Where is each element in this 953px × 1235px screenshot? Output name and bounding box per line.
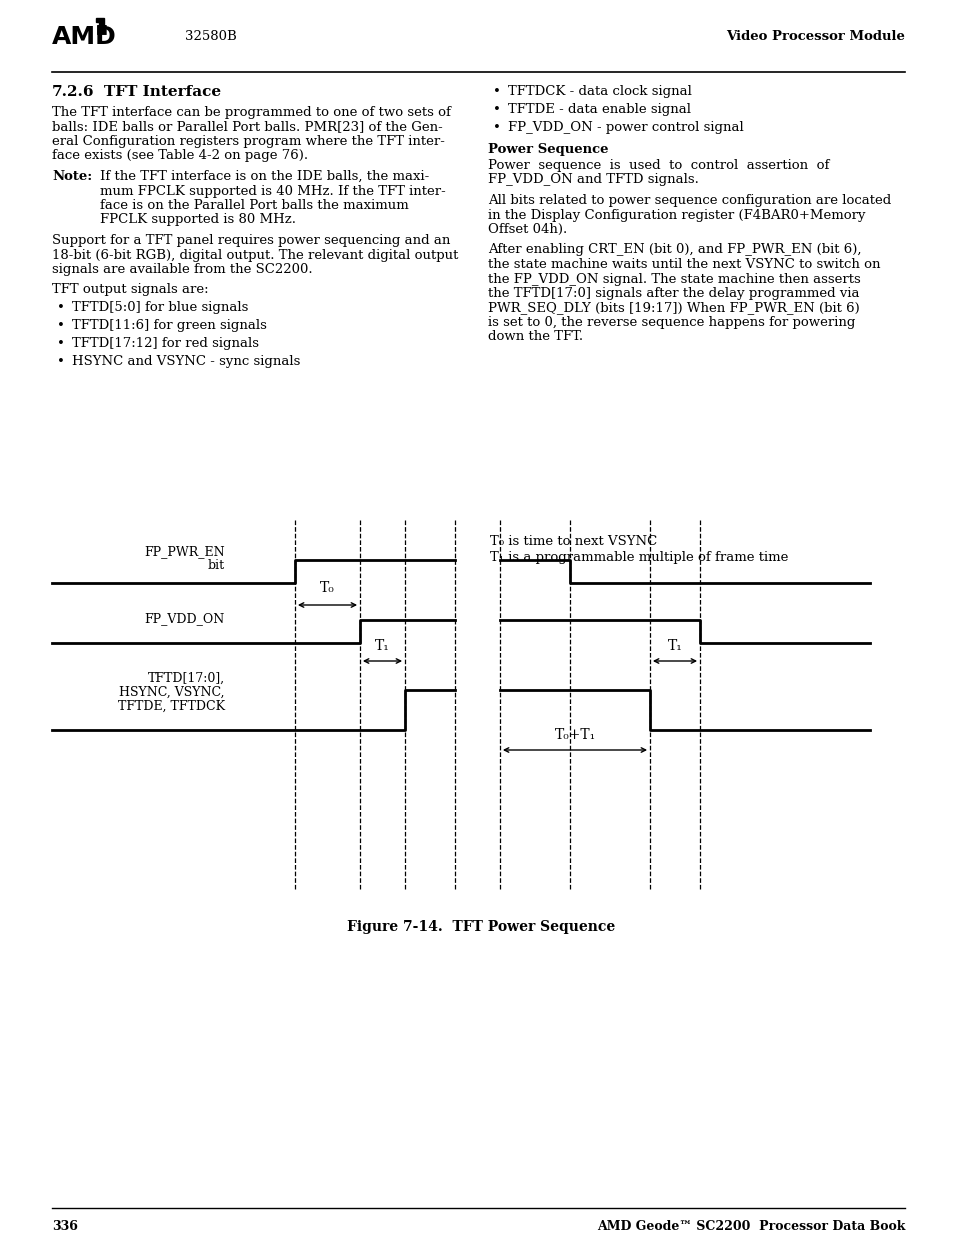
Text: •: • [493,103,500,116]
Text: If the TFT interface is on the IDE balls, the maxi-: If the TFT interface is on the IDE balls… [100,170,429,183]
Text: eral Configuration registers program where the TFT inter-: eral Configuration registers program whe… [52,135,444,148]
Text: FP_VDD_ON: FP_VDD_ON [145,613,225,625]
Text: bit: bit [208,559,225,572]
Text: face exists (see Table 4-2 on page 76).: face exists (see Table 4-2 on page 76). [52,149,308,163]
Text: After enabling CRT_EN (bit 0), and FP_PWR_EN (bit 6),: After enabling CRT_EN (bit 0), and FP_PW… [488,243,861,257]
Text: Power Sequence: Power Sequence [488,143,608,156]
Text: TFTD[17:12] for red signals: TFTD[17:12] for red signals [71,337,258,351]
Text: TFTD[11:6] for green signals: TFTD[11:6] for green signals [71,320,267,332]
Text: the TFTD[17:0] signals after the delay programmed via: the TFTD[17:0] signals after the delay p… [488,287,859,300]
Text: PWR_SEQ_DLY (bits [19:17]) When FP_PWR_EN (bit 6): PWR_SEQ_DLY (bits [19:17]) When FP_PWR_E… [488,301,859,315]
Text: •: • [493,85,500,98]
Text: AMD: AMD [52,25,116,49]
Text: TFTDCK - data clock signal: TFTDCK - data clock signal [507,85,691,98]
Text: balls: IDE balls or Parallel Port balls. PMR[23] of the Gen-: balls: IDE balls or Parallel Port balls.… [52,121,442,133]
Text: All bits related to power sequence configuration are located: All bits related to power sequence confi… [488,194,890,207]
Text: Power  sequence  is  used  to  control  assertion  of: Power sequence is used to control assert… [488,159,828,172]
Text: down the TFT.: down the TFT. [488,331,582,343]
Text: is set to 0, the reverse sequence happens for powering: is set to 0, the reverse sequence happen… [488,316,855,329]
Text: ■: ■ [96,22,108,35]
Text: The TFT interface can be programmed to one of two sets of: The TFT interface can be programmed to o… [52,106,451,119]
Text: TFTDE - data enable signal: TFTDE - data enable signal [507,103,690,116]
Text: signals are available from the SC2200.: signals are available from the SC2200. [52,263,313,275]
Text: TFTDE, TFTDCK: TFTDE, TFTDCK [118,700,225,713]
Text: in the Display Configuration register (F4BAR0+Memory: in the Display Configuration register (F… [488,209,864,221]
Text: FP_VDD_ON - power control signal: FP_VDD_ON - power control signal [507,121,743,135]
Text: •: • [57,356,65,368]
Text: FP_VDD_ON and TFTD signals.: FP_VDD_ON and TFTD signals. [488,173,699,186]
Text: FP_PWR_EN: FP_PWR_EN [144,545,225,558]
Text: Note:: Note: [52,170,92,183]
Text: T₁: T₁ [667,638,681,653]
Text: the FP_VDD_ON signal. The state machine then asserts: the FP_VDD_ON signal. The state machine … [488,273,860,285]
Text: Video Processor Module: Video Processor Module [725,30,904,43]
Text: mum FPCLK supported is 40 MHz. If the TFT inter-: mum FPCLK supported is 40 MHz. If the TF… [100,184,445,198]
Text: Support for a TFT panel requires power sequencing and an: Support for a TFT panel requires power s… [52,233,450,247]
Text: HSYNC, VSYNC,: HSYNC, VSYNC, [119,685,225,699]
Text: TFTD[5:0] for blue signals: TFTD[5:0] for blue signals [71,301,248,315]
Text: TFT Interface: TFT Interface [104,85,221,99]
Text: 7.2.6: 7.2.6 [52,85,94,99]
Text: T₀+T₁: T₀+T₁ [554,727,595,742]
Text: AMD Geode™ SC2200  Processor Data Book: AMD Geode™ SC2200 Processor Data Book [596,1220,904,1233]
Text: 18-bit (6-bit RGB), digital output. The relevant digital output: 18-bit (6-bit RGB), digital output. The … [52,248,457,262]
Text: Figure 7-14.  TFT Power Sequence: Figure 7-14. TFT Power Sequence [347,920,615,934]
Text: •: • [57,320,65,332]
Text: •: • [57,301,65,315]
Polygon shape [96,19,104,26]
Text: TFTD[17:0],: TFTD[17:0], [148,672,225,685]
Text: TFT output signals are:: TFT output signals are: [52,284,209,296]
Text: 336: 336 [52,1220,78,1233]
Text: T₀ is time to next VSYNC: T₀ is time to next VSYNC [490,535,657,548]
Text: face is on the Parallel Port balls the maximum: face is on the Parallel Port balls the m… [100,199,408,212]
Text: T₁ is a programmable multiple of frame time: T₁ is a programmable multiple of frame t… [490,551,787,564]
Text: T₁: T₁ [375,638,390,653]
Text: •: • [57,337,65,351]
Text: the state machine waits until the next VSYNC to switch on: the state machine waits until the next V… [488,258,880,270]
Text: HSYNC and VSYNC - sync signals: HSYNC and VSYNC - sync signals [71,356,300,368]
Text: FPCLK supported is 80 MHz.: FPCLK supported is 80 MHz. [100,214,295,226]
Text: •: • [493,121,500,135]
Text: Offset 04h).: Offset 04h). [488,224,567,236]
Text: 32580B: 32580B [185,30,236,43]
Text: T₀: T₀ [320,580,335,595]
